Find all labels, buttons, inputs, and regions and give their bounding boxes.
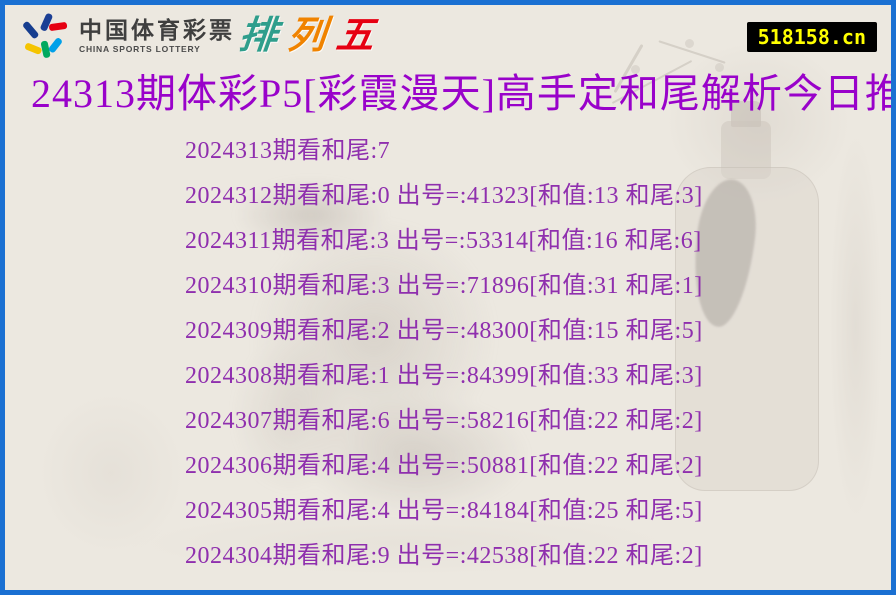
brand-char-pai: 排	[236, 15, 280, 57]
draw-history-line: 2024307期看和尾:6 出号=:58216[和值:22 和尾:2]	[185, 408, 703, 434]
brand-char-lie: 列	[285, 15, 328, 57]
page-title: 24313期体彩P5[彩霞漫天]高手定和尾解析今日推算	[31, 71, 896, 116]
draw-history-line: 2024308期看和尾:1 出号=:84399[和值:33 和尾:3]	[185, 363, 703, 389]
draw-history-line: 2024313期看和尾:7	[185, 138, 391, 164]
logo-cn-text: 中国体育彩票	[79, 16, 235, 43]
china-sports-lottery-logo: 中国体育彩票 CHINA SPORTS LOTTERY 排 列 五	[21, 11, 377, 61]
draw-history-list: 2024313期看和尾:7 2024312期看和尾:0 出号=:41323[和值…	[185, 129, 703, 579]
header: 中国体育彩票 CHINA SPORTS LOTTERY 排 列 五 518158…	[5, 5, 891, 63]
draw-history-line: 2024304期看和尾:9 出号=:42538[和值:22 和尾:2]	[185, 543, 703, 569]
logo-text: 中国体育彩票 CHINA SPORTS LOTTERY	[79, 16, 235, 54]
draw-history-line: 2024310期看和尾:3 出号=:71896[和值:31 和尾:1]	[185, 273, 703, 299]
draw-history-line: 2024306期看和尾:4 出号=:50881[和值:22 和尾:2]	[185, 453, 703, 479]
brand-char-wu: 五	[333, 15, 377, 57]
draw-history-line: 2024305期看和尾:4 出号=:84184[和值:25 和尾:5]	[185, 498, 703, 524]
vase-neck-shape	[721, 121, 771, 179]
draw-history-line: 2024309期看和尾:2 出号=:48300[和值:15 和尾:5]	[185, 318, 703, 344]
draw-history-line: 2024312期看和尾:0 出号=:41323[和值:13 和尾:3]	[185, 183, 703, 209]
draw-history-line: 2024311期看和尾:3 出号=:53314[和值:16 和尾:6]	[185, 228, 702, 254]
logo-en-text: CHINA SPORTS LOTTERY	[79, 43, 201, 54]
site-badge: 518158.cn	[746, 22, 877, 52]
sports-lottery-pinwheel-icon	[23, 13, 68, 58]
brand-pailiewu: 排 列 五	[236, 15, 377, 57]
